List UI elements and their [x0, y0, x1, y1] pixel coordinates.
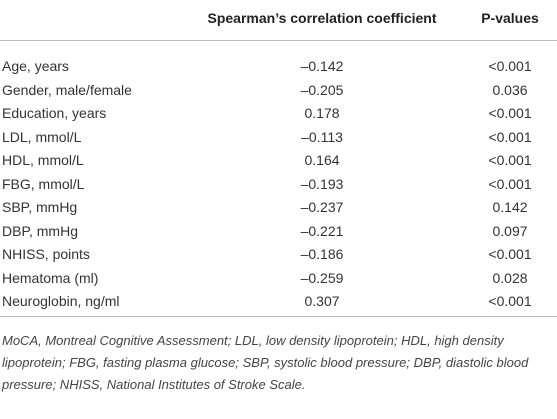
- table-cell: –0.259: [300, 269, 344, 286]
- row-label: Hematoma (ml): [2, 269, 99, 286]
- footnote: MoCA, Montreal Cognitive Assessment; LDL…: [2, 333, 529, 392]
- bottom-rule: [0, 316, 557, 317]
- table-cell: –0.113: [301, 128, 343, 145]
- table-cell: –0.186: [300, 246, 344, 262]
- table-cell: –0.205: [300, 81, 344, 98]
- table-cell: <0.001: [488, 246, 532, 262]
- table-cell: <0.001: [488, 152, 532, 168]
- table-cell: <0.001: [488, 105, 532, 121]
- table-cell: 0.097: [492, 222, 528, 239]
- column-header: Spearman’s correlation coefficient: [207, 10, 437, 26]
- row-label: Gender, male/female: [2, 81, 132, 98]
- table-cell: <0.001: [488, 175, 532, 192]
- row-label: NHISS, points: [2, 246, 90, 262]
- table-cell: 0.142: [492, 199, 528, 215]
- table-cell: –0.221: [300, 222, 344, 239]
- row-label: Age, years: [2, 58, 69, 74]
- table-cell: 0.036: [492, 81, 528, 98]
- header-rule: [0, 40, 557, 41]
- row-label: SBP, mmHg: [2, 199, 78, 215]
- table-cell: –0.142: [300, 58, 344, 74]
- row-label: FBG, mmol/L: [2, 175, 85, 192]
- row-label: HDL, mmol/L: [2, 152, 84, 168]
- row-label: Neuroglobin, ng/ml: [2, 293, 120, 309]
- row-label: LDL, mmol/L: [2, 128, 82, 145]
- table-cell: <0.001: [488, 58, 532, 74]
- column-header: P-values: [481, 10, 539, 26]
- table-cell: 0.307: [304, 293, 340, 309]
- table-cell: <0.001: [488, 293, 532, 309]
- table-cell: 0.028: [492, 269, 528, 286]
- row-label: Education, years: [2, 105, 107, 121]
- table-cell: –0.237: [300, 199, 344, 215]
- table-cell: 0.178: [304, 105, 340, 121]
- table-cell: 0.164: [304, 152, 340, 168]
- row-label: DBP, mmHg: [2, 222, 78, 239]
- table-cell: –0.193: [300, 175, 344, 192]
- table-cell: <0.001: [488, 128, 532, 145]
